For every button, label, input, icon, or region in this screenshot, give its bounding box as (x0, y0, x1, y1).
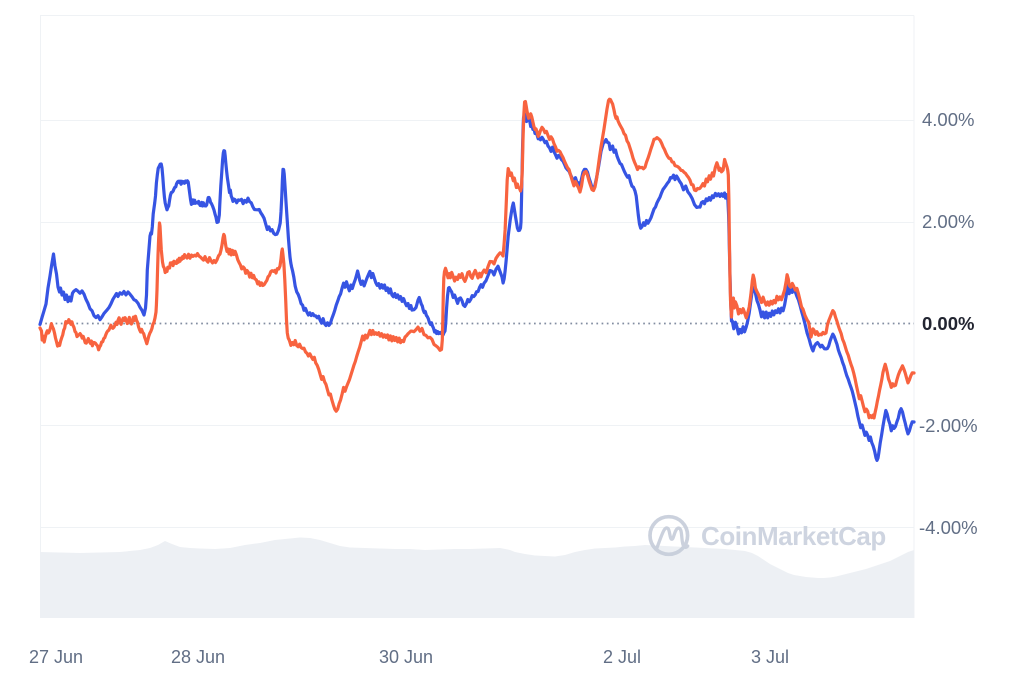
svg-text:-4.00%: -4.00% (919, 517, 978, 538)
svg-text:2 Jul: 2 Jul (603, 647, 641, 667)
svg-text:2.00%: 2.00% (922, 211, 974, 232)
svg-text:0.00%: 0.00% (922, 313, 974, 334)
svg-text:3 Jul: 3 Jul (751, 647, 789, 667)
svg-text:28 Jun: 28 Jun (171, 647, 225, 667)
svg-text:-2.00%: -2.00% (919, 415, 978, 436)
svg-text:4.00%: 4.00% (922, 109, 974, 130)
svg-text:CoinMarketCap: CoinMarketCap (701, 521, 886, 551)
svg-text:27 Jun: 27 Jun (29, 647, 83, 667)
svg-text:30 Jun: 30 Jun (379, 647, 433, 667)
